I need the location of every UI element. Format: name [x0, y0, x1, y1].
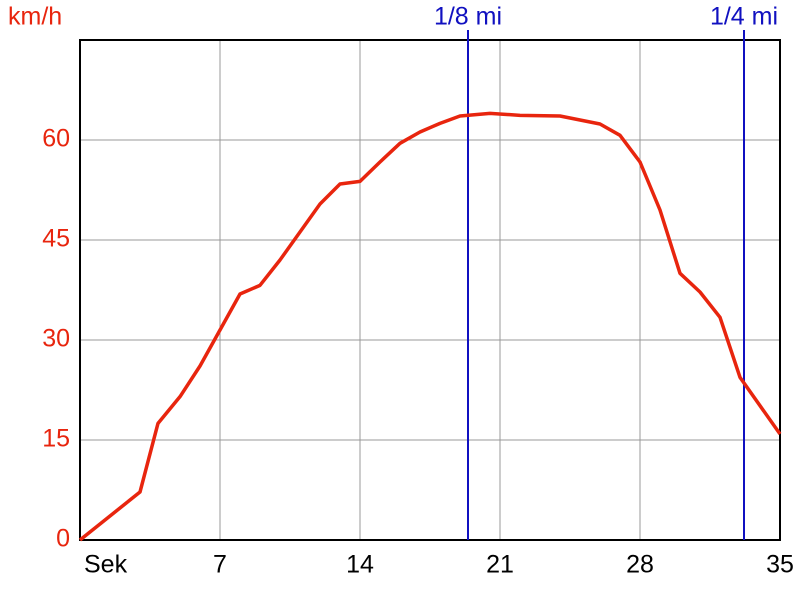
y-tick-label: 0 — [56, 525, 70, 553]
x-tick-label: 35 — [766, 551, 794, 579]
y-axis-label: km/h — [8, 3, 62, 31]
x-tick-label: 7 — [213, 551, 227, 579]
distance-marker-label: 1/4 mi — [710, 3, 778, 31]
speed-line — [78, 111, 782, 542]
y-tick-label: 60 — [42, 125, 70, 153]
y-tick-label: 30 — [42, 325, 70, 353]
x-tick-label: 21 — [486, 551, 514, 579]
x-tick-label: Sek — [84, 551, 128, 579]
y-tick-label: 15 — [42, 425, 70, 453]
x-tick-label: 14 — [346, 551, 374, 579]
x-tick-label: 28 — [626, 551, 654, 579]
y-tick-label: 45 — [42, 225, 70, 253]
plot-frame — [79, 39, 781, 541]
distance-marker-label: 1/8 mi — [434, 3, 502, 31]
